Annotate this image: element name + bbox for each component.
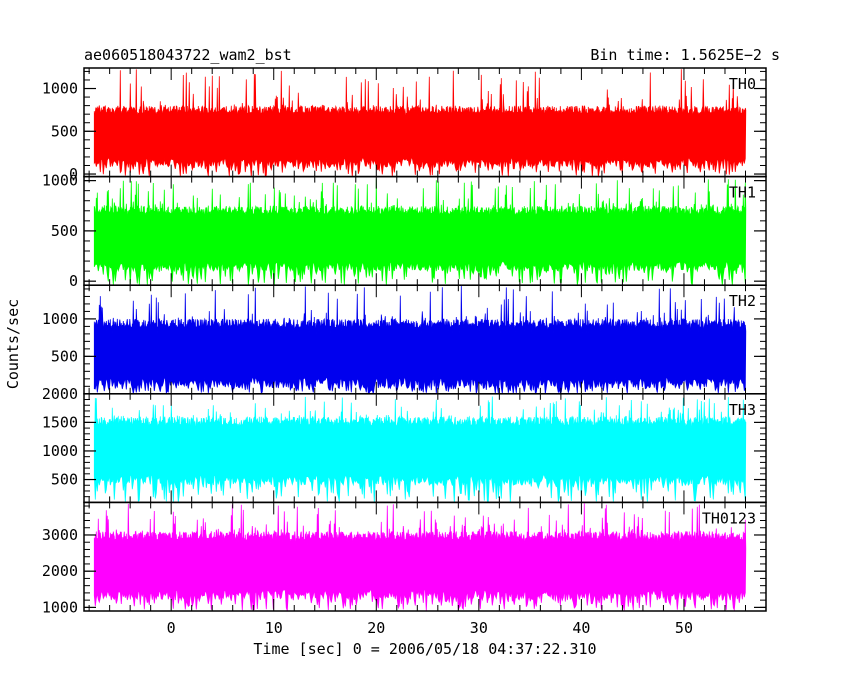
series-th2-trace <box>93 285 747 394</box>
x-axis-label: Time [sec] 0 = 2006/05/18 04:37:22.310 <box>253 640 596 658</box>
panel-label-th0123: TH0123 <box>702 509 756 527</box>
y-tick-label: 500 <box>51 347 78 365</box>
y-tick-label: 1000 <box>42 80 78 98</box>
y-tick-label: 1000 <box>42 310 78 328</box>
x-tick-label: 20 <box>367 619 385 637</box>
panel-th1: 0 500 1000 TH1 <box>42 172 767 290</box>
x-tick-label: 0 <box>167 619 176 637</box>
observation-id-title: ae060518043722_wam2_bst <box>84 46 292 64</box>
y-tick-label: 1000 <box>42 172 78 190</box>
series-th3-trace <box>93 396 747 503</box>
y-tick-label: 500 <box>51 122 78 140</box>
y-tick-label: 2000 <box>42 562 78 580</box>
x-tick-label: 10 <box>265 619 283 637</box>
panel-label-th1: TH1 <box>729 184 756 202</box>
panel-th0: 0 500 1000 TH0 <box>42 67 767 183</box>
y-tick-label: 500 <box>51 222 78 240</box>
x-tick-label: 40 <box>572 619 590 637</box>
y-tick-label: 1000 <box>42 598 78 616</box>
panel-label-th2: TH2 <box>729 292 756 310</box>
y-tick-label: 500 <box>51 471 78 489</box>
x-tick-label: 50 <box>675 619 693 637</box>
y-tick-label: 0 <box>69 165 78 183</box>
series-th1-trace <box>93 178 747 286</box>
panel-th2: 500 1000 TH2 <box>42 284 767 395</box>
y-tick-label: 2000 <box>42 385 78 403</box>
panel-th3: 500 1000 1500 2000 TH3 <box>42 385 767 504</box>
panel-label-th0: TH0 <box>729 75 756 93</box>
y-tick-label: 1000 <box>42 442 78 460</box>
y-axis-label: Counts/sec <box>4 299 22 389</box>
series-th0-trace <box>93 69 747 177</box>
panel-th0123: 1000 2000 3000 TH0123 <box>42 501 767 616</box>
x-axis: 0 10 20 30 40 50 <box>167 619 693 637</box>
y-tick-label: 1500 <box>42 413 78 431</box>
y-tick-label: 3000 <box>42 526 78 544</box>
x-tick-label: 30 <box>470 619 488 637</box>
y-tick-label: 0 <box>69 272 78 290</box>
panel-label-th3: TH3 <box>729 401 756 419</box>
series-th0123-trace <box>93 503 747 611</box>
bin-time-title: Bin time: 1.5625E−2 s <box>590 46 780 64</box>
